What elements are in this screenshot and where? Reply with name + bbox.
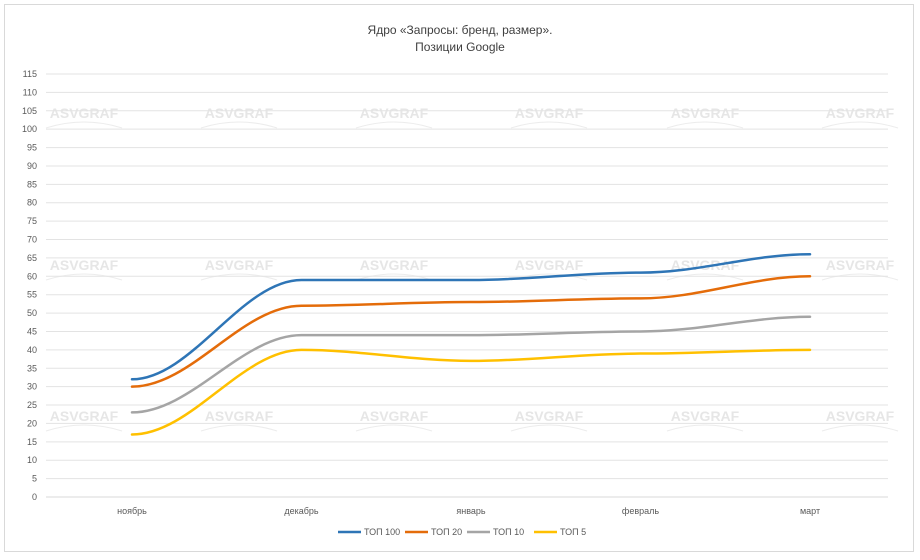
watermark-text: ASVGRAF bbox=[205, 257, 274, 273]
watermark-swoosh bbox=[666, 424, 744, 432]
watermark-text: ASVGRAF bbox=[671, 408, 740, 424]
gridlines bbox=[46, 73, 888, 498]
watermark-swoosh bbox=[200, 424, 278, 432]
watermark-swoosh bbox=[821, 424, 899, 432]
x-tick-label: декабрь bbox=[284, 506, 319, 516]
y-tick-label: 115 bbox=[23, 69, 37, 79]
x-axis-ticks: ноябрь декабрь январь февраль март bbox=[117, 506, 820, 516]
y-tick-label: 45 bbox=[27, 326, 37, 336]
watermark-text: ASVGRAF bbox=[826, 408, 895, 424]
watermark-swoosh bbox=[45, 121, 123, 129]
watermark-swoosh bbox=[666, 273, 744, 281]
watermark-swoosh bbox=[510, 121, 588, 129]
y-tick-label: 15 bbox=[27, 437, 37, 447]
chart-title-block: Ядро «Запросы: бренд, размер». Позиции G… bbox=[0, 22, 920, 56]
y-tick-label: 25 bbox=[27, 400, 37, 410]
watermark-text: ASVGRAF bbox=[671, 105, 740, 121]
watermark-text: ASVGRAF bbox=[515, 257, 584, 273]
watermark-text: ASVGRAF bbox=[205, 408, 274, 424]
y-tick-label: 30 bbox=[27, 382, 37, 392]
y-tick-label: 110 bbox=[23, 87, 37, 97]
watermark-swoosh bbox=[355, 424, 433, 432]
series-line-4 bbox=[130, 348, 812, 436]
x-tick-label: март bbox=[800, 506, 820, 516]
y-tick-label: 100 bbox=[22, 124, 37, 134]
x-tick-label: ноябрь bbox=[117, 506, 147, 516]
watermark-text: ASVGRAF bbox=[360, 257, 429, 273]
y-tick-label: 35 bbox=[27, 363, 37, 373]
series-line-3 bbox=[130, 315, 812, 414]
legend: ТОП 100 ТОП 20 ТОП 10 ТОП 5 bbox=[338, 527, 586, 537]
legend-label: ТОП 5 bbox=[560, 527, 586, 537]
y-tick-label: 40 bbox=[27, 345, 37, 355]
watermark-layer: ASVGRAF ASVGRAF ASVGRAF ASVGRAF ASVGRAF ASVGR… bbox=[45, 105, 899, 432]
y-tick-label: 5 bbox=[32, 474, 37, 484]
y-tick-label: 90 bbox=[27, 161, 37, 171]
watermark-text: ASVGRAF bbox=[360, 408, 429, 424]
watermark-swoosh bbox=[45, 273, 123, 281]
y-tick-label: 75 bbox=[27, 216, 37, 226]
chart-subtitle: Позиции Google bbox=[415, 40, 505, 54]
watermark-text: ASVGRAF bbox=[50, 257, 119, 273]
series-line-2 bbox=[130, 275, 812, 388]
watermark-text: ASVGRAF bbox=[205, 105, 274, 121]
watermark-swoosh bbox=[45, 424, 123, 432]
legend-label: ТОП 100 bbox=[364, 527, 400, 537]
y-tick-label: 85 bbox=[27, 179, 37, 189]
y-tick-label: 20 bbox=[27, 418, 37, 428]
x-tick-label: февраль bbox=[622, 506, 659, 516]
watermark-text: ASVGRAF bbox=[826, 105, 895, 121]
y-axis-ticks: 0 5 10 15 20 25 30 35 40 45 50 55 60 65 70 75 80 85 90 95 10… bbox=[22, 69, 37, 502]
watermark-swoosh bbox=[200, 273, 278, 281]
y-tick-label: 55 bbox=[27, 290, 37, 300]
chart-title: Ядро «Запросы: бренд, размер». bbox=[367, 23, 553, 37]
y-tick-label: 70 bbox=[27, 235, 37, 245]
x-tick-label: январь bbox=[456, 506, 486, 516]
series-line-1 bbox=[130, 252, 812, 381]
watermark-text: ASVGRAF bbox=[360, 105, 429, 121]
watermark-text: ASVGRAF bbox=[50, 105, 119, 121]
y-tick-label: 105 bbox=[22, 106, 37, 116]
y-tick-label: 0 bbox=[32, 492, 37, 502]
watermark-swoosh bbox=[355, 273, 433, 281]
watermark-text: ASVGRAF bbox=[515, 105, 584, 121]
legend-label: ТОП 10 bbox=[493, 527, 524, 537]
y-tick-label: 65 bbox=[27, 253, 37, 263]
watermark-text: ASVGRAF bbox=[515, 408, 584, 424]
y-tick-label: 60 bbox=[27, 271, 37, 281]
watermark-swoosh bbox=[510, 424, 588, 432]
watermark-text: ASVGRAF bbox=[826, 257, 895, 273]
watermark-swoosh bbox=[821, 273, 899, 281]
watermark-swoosh bbox=[821, 121, 899, 129]
y-tick-label: 50 bbox=[27, 308, 37, 318]
watermark-text: ASVGRAF bbox=[50, 408, 119, 424]
watermark-swoosh bbox=[355, 121, 433, 129]
y-tick-label: 80 bbox=[27, 198, 37, 208]
y-tick-label: 95 bbox=[27, 143, 37, 153]
watermark-swoosh bbox=[666, 121, 744, 129]
watermark-swoosh bbox=[200, 121, 278, 129]
legend-label: ТОП 20 bbox=[431, 527, 462, 537]
y-tick-label: 10 bbox=[27, 455, 37, 465]
